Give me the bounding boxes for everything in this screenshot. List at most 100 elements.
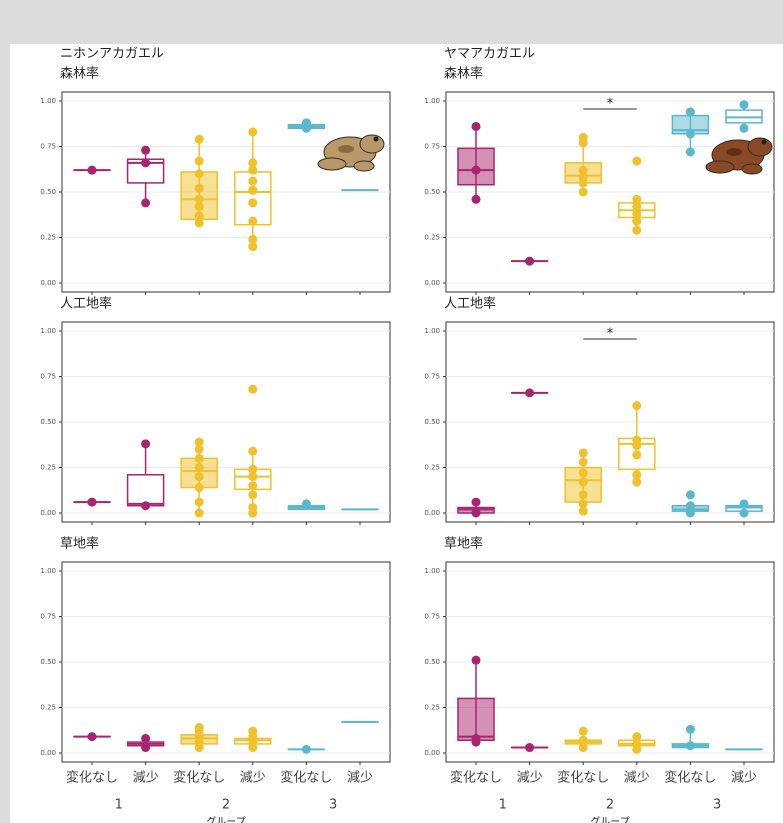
point — [471, 497, 481, 507]
point — [248, 242, 258, 252]
point — [141, 198, 151, 208]
point — [578, 468, 588, 478]
y-tick-label: 0.75 — [40, 143, 56, 151]
point — [194, 497, 204, 507]
point — [632, 225, 642, 235]
point — [248, 127, 258, 137]
y-tick-label: 0.25 — [40, 234, 56, 242]
point — [632, 202, 642, 212]
y-tick-label: 1.00 — [40, 327, 56, 335]
y-tick-label: 0.00 — [40, 749, 56, 757]
point — [87, 732, 97, 742]
group-label: 2 — [606, 798, 614, 813]
y-tick-label: 0.00 — [40, 279, 56, 287]
x-tick-label: 減少 — [517, 770, 543, 786]
x-axis-label: グループ — [590, 815, 629, 823]
frog-spot — [726, 148, 742, 156]
frog-leg — [705, 160, 735, 174]
y-tick-label: 0.50 — [424, 418, 440, 426]
point — [248, 481, 258, 491]
point — [632, 739, 642, 749]
y-tick-label: 0.75 — [424, 613, 440, 621]
point — [141, 439, 151, 449]
point — [141, 158, 151, 168]
point — [248, 165, 258, 175]
point — [685, 741, 695, 751]
y-tick-label: 0.25 — [424, 234, 440, 242]
point — [471, 194, 481, 204]
point — [471, 165, 481, 175]
y-tick-label: 0.75 — [424, 373, 440, 381]
point — [739, 123, 749, 133]
point — [194, 483, 204, 493]
point — [194, 463, 204, 472]
frog-leg — [353, 160, 375, 172]
point — [194, 202, 204, 212]
point — [525, 256, 535, 266]
x-tick-label: 変化なし — [557, 770, 609, 786]
point — [739, 100, 749, 110]
x-tick-label: 変化なし — [450, 770, 502, 786]
panel-title: 森林率 — [60, 66, 99, 82]
point — [685, 147, 695, 157]
point — [632, 732, 642, 742]
y-tick-label: 0.25 — [424, 464, 440, 472]
y-tick-label: 0.25 — [424, 704, 440, 712]
y-tick-label: 1.00 — [40, 567, 56, 575]
point — [301, 118, 311, 128]
point — [194, 156, 204, 166]
frog-eye — [761, 139, 767, 145]
y-tick-label: 1.00 — [424, 97, 440, 105]
point — [248, 198, 258, 208]
point — [685, 501, 695, 511]
point — [578, 735, 588, 745]
point — [141, 145, 151, 155]
point — [685, 107, 695, 117]
point — [87, 497, 97, 507]
frog-head — [359, 134, 385, 154]
group-label: 3 — [329, 798, 337, 813]
point — [739, 508, 749, 518]
panel-title: 森林率 — [444, 66, 483, 82]
point — [471, 508, 481, 518]
point — [248, 158, 258, 168]
species-title: ニホンアカガエル — [60, 47, 164, 62]
panel-title: 人工地率 — [444, 296, 496, 312]
group-label: 2 — [222, 798, 230, 813]
y-tick-label: 0.50 — [40, 658, 56, 666]
point — [141, 743, 151, 753]
point — [194, 444, 204, 454]
x-tick-label: 変化なし — [664, 770, 716, 786]
x-tick-label: 変化なし — [66, 770, 118, 786]
point — [194, 211, 204, 221]
point — [632, 216, 642, 226]
point — [578, 132, 588, 142]
panel-title: 草地率 — [444, 536, 483, 552]
point — [194, 218, 204, 228]
y-tick-label: 0.50 — [40, 418, 56, 426]
frog-leg — [317, 157, 347, 171]
point — [87, 165, 97, 175]
panel-title: 草地率 — [60, 536, 99, 552]
point — [141, 733, 151, 743]
frog-eye — [373, 136, 379, 142]
frog-spot — [338, 145, 354, 153]
point — [578, 477, 588, 487]
x-tick-label: 減少 — [240, 770, 266, 786]
point — [194, 194, 204, 204]
point — [248, 464, 258, 474]
point — [578, 172, 588, 182]
species-title: ヤマアカガエル — [444, 47, 535, 62]
point — [194, 508, 204, 518]
y-tick-label: 0.25 — [40, 464, 56, 472]
y-tick-label: 1.00 — [424, 567, 440, 575]
point — [471, 655, 481, 665]
point — [194, 472, 204, 482]
point — [632, 477, 642, 487]
point — [194, 169, 204, 179]
point — [685, 508, 695, 518]
x-tick-label: 減少 — [347, 770, 373, 786]
y-tick-label: 0.75 — [40, 373, 56, 381]
point — [194, 453, 204, 463]
